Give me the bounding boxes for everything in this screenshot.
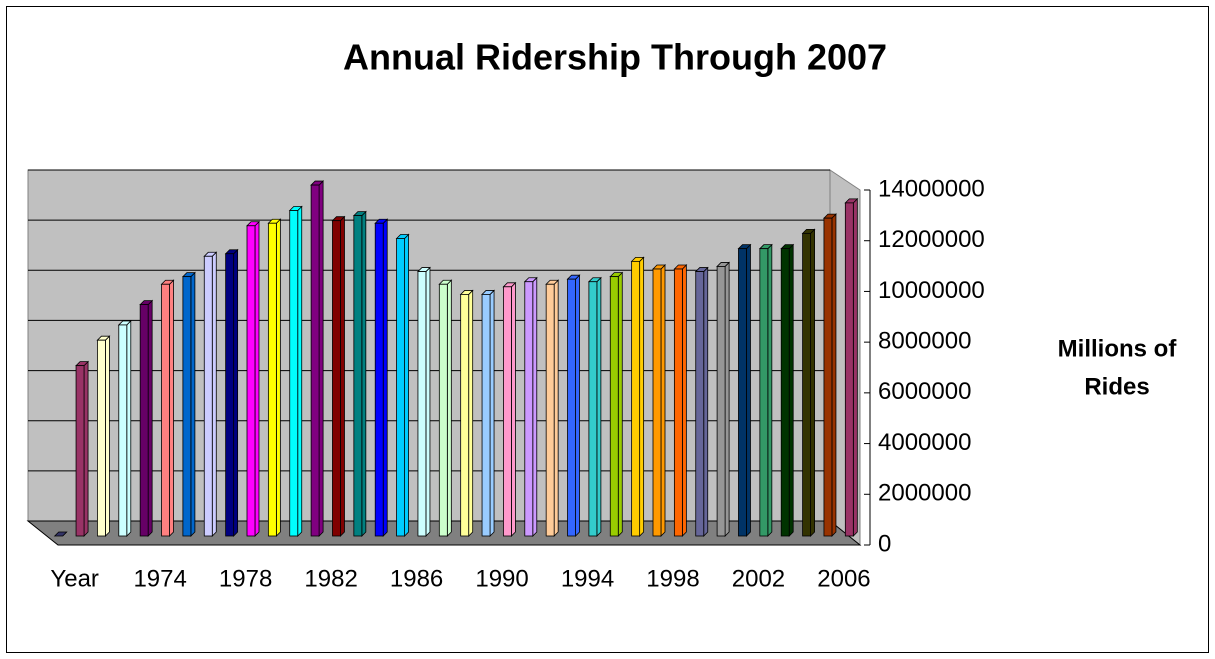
bar-side	[767, 243, 773, 537]
bar	[503, 286, 512, 537]
y-tick-label: 14000000	[878, 175, 985, 202]
bar-side	[382, 218, 388, 537]
bar	[182, 276, 192, 537]
bar-side	[489, 289, 495, 537]
y-axis-label: Rides	[1084, 373, 1149, 400]
bar-side	[681, 264, 687, 537]
bar-side	[190, 271, 196, 537]
bar-side	[404, 233, 409, 537]
x-tick-label: 1998	[646, 565, 699, 592]
bar-side	[147, 299, 153, 537]
bar	[759, 248, 769, 537]
bar	[75, 365, 85, 537]
x-tick-label: 1982	[304, 565, 357, 592]
bar	[289, 210, 299, 537]
bar	[97, 339, 106, 537]
y-tick-label: 12000000	[878, 226, 985, 253]
bar	[438, 283, 448, 537]
bar	[267, 222, 277, 537]
bar	[353, 215, 363, 537]
y-tick-label: 6000000	[878, 378, 971, 405]
x-tick-label: 1994	[561, 565, 614, 592]
bar	[716, 266, 726, 537]
x-tick-label: 1986	[390, 565, 443, 592]
bar-side	[233, 248, 239, 537]
bar-side	[660, 264, 666, 537]
bar-side	[724, 261, 730, 537]
x-tick-label: 2002	[732, 565, 785, 592]
x-tick-label: 1974	[133, 565, 186, 592]
bar	[118, 324, 128, 537]
bar-side	[83, 360, 89, 537]
bar	[396, 238, 405, 537]
bar-side	[852, 197, 858, 537]
bar	[524, 281, 534, 537]
bar-side	[511, 281, 516, 537]
bar-side	[340, 215, 345, 537]
bar-side	[105, 335, 110, 537]
bar-side	[425, 266, 431, 537]
bar	[673, 268, 683, 537]
bar	[374, 222, 384, 537]
x-tick-label: 1978	[219, 565, 272, 592]
bar	[823, 217, 833, 537]
bar-top	[53, 531, 68, 537]
bar-side	[617, 271, 623, 537]
bar	[567, 278, 576, 537]
bar-side	[446, 279, 452, 537]
x-tick-label: Year	[50, 565, 99, 592]
bar	[695, 271, 705, 537]
bar	[161, 283, 170, 537]
bar	[246, 225, 256, 537]
x-tick-label: 1990	[475, 565, 528, 592]
bar	[588, 281, 598, 537]
bar-side	[746, 243, 751, 537]
bar	[203, 255, 213, 537]
bar-side	[596, 276, 602, 537]
bar	[652, 268, 662, 537]
bar-side	[639, 256, 645, 537]
y-tick-label: 0	[878, 530, 891, 557]
bar	[609, 276, 619, 537]
bar	[417, 271, 427, 537]
bar	[780, 248, 790, 537]
bar	[139, 304, 149, 537]
bar	[631, 260, 641, 537]
y-tick-label: 10000000	[878, 277, 985, 304]
bar	[844, 202, 854, 537]
bar	[332, 220, 341, 537]
bar-side	[126, 319, 132, 537]
bar-side	[831, 213, 837, 537]
bar	[310, 184, 320, 537]
x-tick-label: 2006	[817, 565, 870, 592]
bar	[738, 248, 747, 537]
bar	[545, 283, 555, 537]
bar-side	[788, 243, 794, 537]
y-axis-label: Millions of	[1058, 335, 1178, 362]
bar-side	[211, 251, 217, 537]
y-tick-label: 8000000	[878, 327, 971, 354]
bar-side	[810, 228, 815, 537]
bar-side	[297, 205, 303, 537]
bar	[802, 232, 811, 537]
bar	[460, 294, 470, 537]
bar-side	[575, 274, 580, 537]
y-tick-label: 2000000	[878, 480, 971, 507]
bar-side	[318, 180, 324, 537]
y-tick-label: 4000000	[878, 429, 971, 456]
chart-title: Annual Ridership Through 2007	[343, 37, 887, 78]
bar	[225, 253, 235, 537]
bar-side	[468, 289, 474, 537]
bar-side	[553, 279, 559, 537]
bar-side	[532, 276, 538, 537]
bar	[481, 294, 491, 537]
bar-side	[254, 220, 260, 537]
bar-side	[169, 279, 174, 537]
bar-side	[703, 266, 709, 537]
bar-side	[275, 218, 281, 537]
bar-side	[361, 210, 367, 537]
